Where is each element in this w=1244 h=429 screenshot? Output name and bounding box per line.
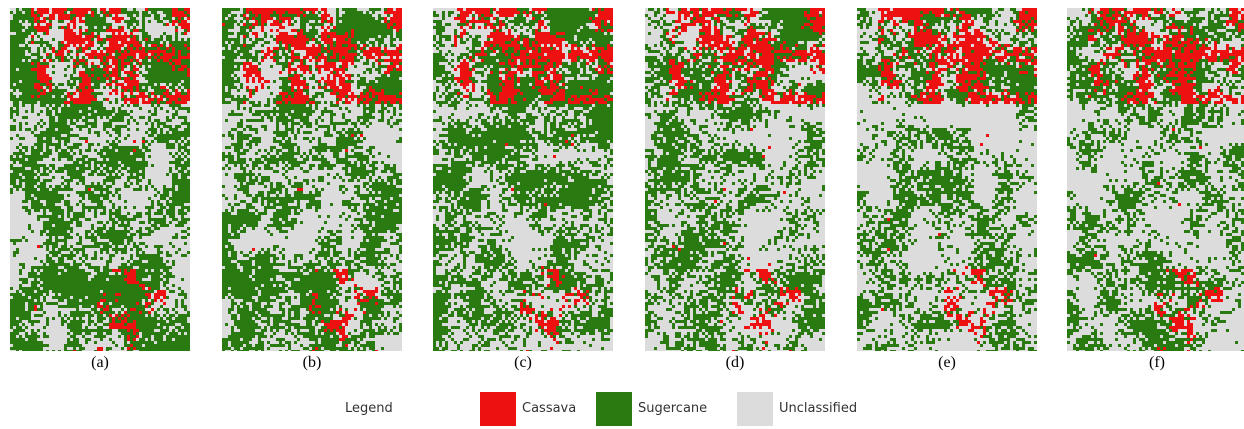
classification-map (10, 8, 190, 351)
legend-label: Cassava (522, 401, 576, 416)
legend-title: Legend (345, 401, 393, 416)
classification-map (433, 8, 613, 351)
classification-map (222, 8, 402, 351)
classification-map (645, 8, 825, 351)
legend-label: Sugercane (638, 401, 707, 416)
figure: Legend Cassava Sugercane Unclassified (a) (b… (0, 0, 1244, 429)
panel-label: (e) (857, 354, 1037, 372)
legend-swatch (480, 392, 516, 426)
panel-label: (f) (1067, 354, 1244, 372)
panel-label: (b) (222, 354, 402, 372)
legend-label: Unclassified (779, 401, 857, 416)
panel-label: (d) (645, 354, 825, 372)
legend-swatch (737, 392, 773, 426)
legend-swatch (596, 392, 632, 426)
panel-label: (a) (10, 354, 190, 372)
classification-map (1067, 8, 1244, 351)
panel-label: (c) (433, 354, 613, 372)
classification-map (857, 8, 1037, 351)
